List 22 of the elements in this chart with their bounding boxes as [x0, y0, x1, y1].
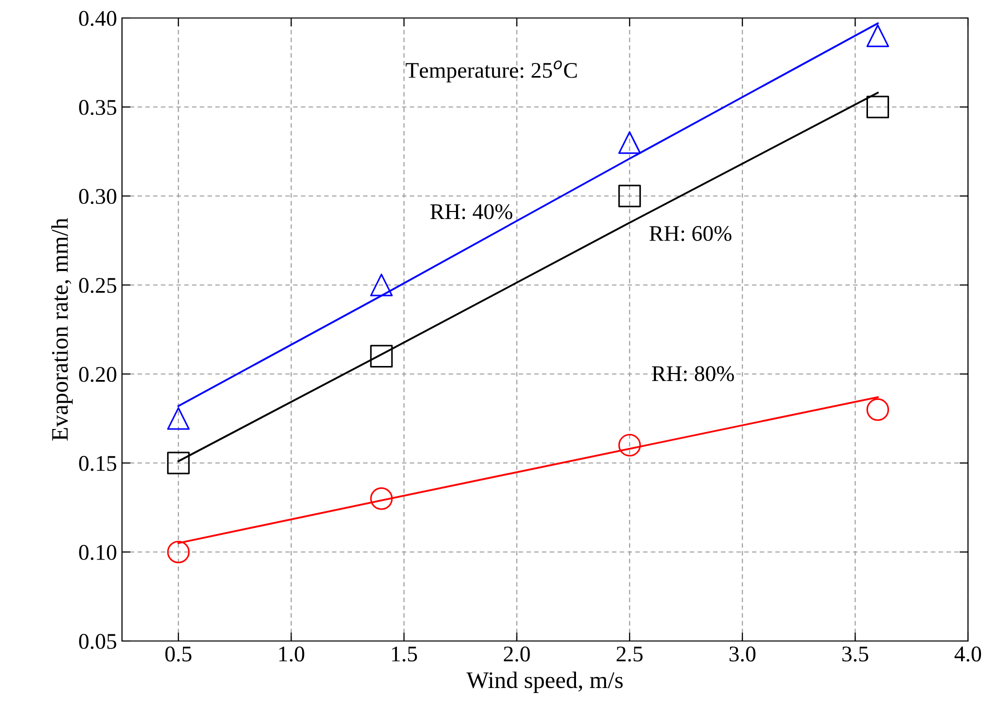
y-axis-title: Evaporation rate, mm/h — [51, 218, 73, 441]
y-tick-label: 0.40 — [79, 10, 116, 26]
annotation: RH: 60% — [649, 226, 732, 242]
x-tick-label: 4.0 — [954, 646, 982, 662]
y-tick-label: 0.25 — [79, 278, 116, 294]
y-tick-label: 0.20 — [79, 366, 116, 382]
y-tick-label: 0.30 — [79, 188, 116, 204]
y-tick-label: 0.10 — [79, 544, 116, 560]
x-tick-label: 3.0 — [730, 646, 756, 662]
x-tick-label: 0.5 — [165, 646, 192, 662]
annotation: RH: 40% — [430, 204, 512, 220]
annotation: Temperature: 25$^{o}$C — [406, 60, 577, 82]
annotation: RH: 80% — [652, 366, 734, 382]
x-tick-label: 2.5 — [616, 646, 643, 662]
y-tick-label: 0.05 — [79, 634, 116, 650]
x-tick-label: 1.5 — [392, 646, 418, 662]
x-axis-title: Wind speed, m/s — [466, 672, 623, 693]
y-tick-label: 0.35 — [79, 100, 116, 116]
x-tick-label: 3.5 — [842, 646, 868, 662]
y-tick-label: 0.15 — [79, 456, 116, 472]
x-tick-label: 1.0 — [279, 646, 304, 662]
x-tick-label: 2.0 — [504, 646, 530, 662]
